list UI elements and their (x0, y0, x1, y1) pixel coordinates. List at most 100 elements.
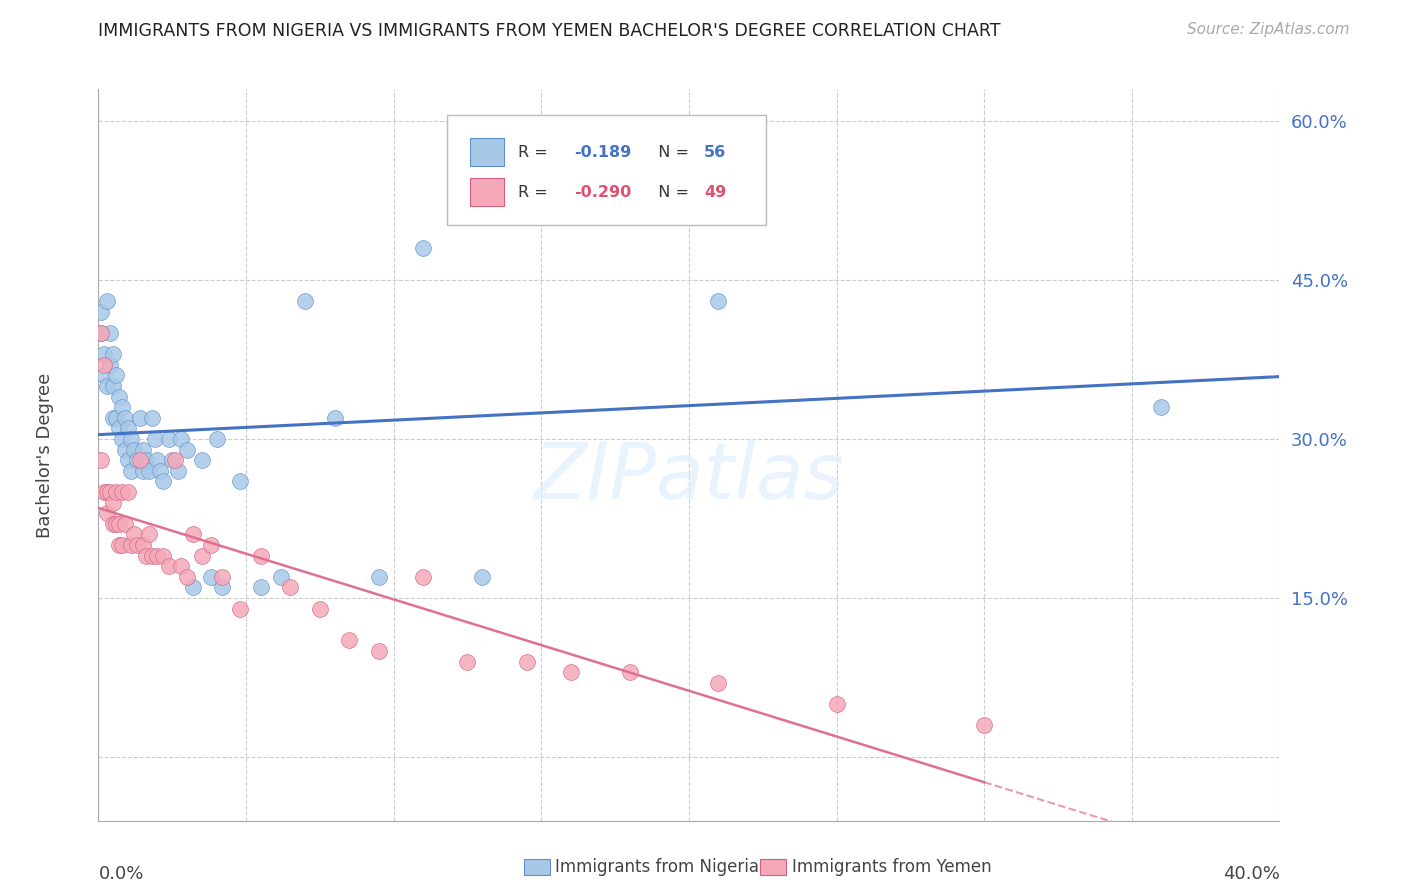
Text: N =: N = (648, 145, 693, 160)
Point (619, 665, 641, 680)
Point (93, 347, 115, 361)
Point (229, 601, 252, 615)
Point (412, 570, 434, 584)
Point (270, 570, 292, 584)
Point (117, 485, 139, 500)
Point (515, 655, 537, 669)
Point (120, 464, 142, 478)
FancyBboxPatch shape (447, 115, 766, 225)
Point (103, 495, 125, 509)
Point (105, 485, 128, 500)
Point (103, 347, 125, 361)
Point (98, 485, 121, 500)
Point (120, 538, 142, 552)
Text: -0.290: -0.290 (575, 185, 631, 200)
Point (176, 570, 198, 584)
Point (250, 581, 273, 595)
Point (191, 453, 214, 467)
Point (471, 570, 494, 584)
Point (1150, 401, 1173, 415)
Point (98, 358, 121, 372)
Point (114, 410, 136, 425)
Point (191, 549, 214, 563)
Point (108, 538, 131, 552)
Point (108, 390, 131, 404)
Text: 0.0%: 0.0% (98, 864, 143, 882)
Point (368, 644, 391, 658)
Point (108, 421, 131, 435)
Point (98, 326, 121, 340)
Point (141, 549, 163, 563)
Point (973, 718, 995, 732)
Point (93, 485, 115, 500)
Point (138, 527, 160, 541)
Point (323, 410, 346, 425)
Point (149, 464, 172, 478)
Point (114, 516, 136, 531)
Point (707, 676, 730, 690)
Point (117, 453, 139, 467)
Text: Immigrants from Nigeria: Immigrants from Nigeria (555, 858, 759, 877)
Point (141, 410, 163, 425)
Point (108, 516, 131, 531)
Point (96, 294, 118, 309)
Point (560, 665, 582, 680)
Bar (523, 859, 550, 876)
Point (122, 442, 145, 457)
Text: 49: 49 (704, 185, 727, 200)
Point (105, 516, 128, 531)
Text: R =: R = (517, 145, 553, 160)
Point (146, 549, 169, 563)
Point (114, 442, 136, 457)
Point (120, 432, 142, 446)
Point (560, 156, 582, 170)
Point (111, 538, 134, 552)
Point (128, 410, 150, 425)
Point (90, 305, 112, 319)
Point (135, 453, 157, 467)
Point (181, 581, 204, 595)
Point (368, 570, 391, 584)
Point (90, 453, 112, 467)
Point (825, 697, 848, 711)
Point (90, 326, 112, 340)
Point (294, 294, 316, 309)
Point (707, 294, 730, 309)
Point (143, 432, 166, 446)
Point (167, 464, 190, 478)
Point (200, 570, 222, 584)
Text: R =: R = (517, 185, 553, 200)
Point (157, 559, 180, 574)
Point (128, 453, 150, 467)
Point (456, 655, 478, 669)
Text: Immigrants from Yemen: Immigrants from Yemen (792, 858, 991, 877)
Text: IMMIGRANTS FROM NIGERIA VS IMMIGRANTS FROM YEMEN BACHELOR'S DEGREE CORRELATION C: IMMIGRANTS FROM NIGERIA VS IMMIGRANTS FR… (98, 22, 1001, 40)
Text: Source: ZipAtlas.com: Source: ZipAtlas.com (1187, 22, 1350, 37)
Point (93, 358, 115, 372)
Point (96, 379, 118, 393)
Point (152, 549, 174, 563)
Text: Bachelor's Degree: Bachelor's Degree (37, 372, 55, 538)
Point (309, 601, 332, 615)
Point (165, 453, 187, 467)
Point (339, 633, 360, 648)
Text: -0.189: -0.189 (575, 145, 631, 160)
Point (103, 516, 125, 531)
Point (211, 570, 233, 584)
Point (96, 485, 118, 500)
Point (132, 442, 155, 457)
Point (117, 421, 139, 435)
Bar (759, 859, 786, 876)
Point (93, 368, 115, 383)
Point (103, 379, 125, 393)
Text: 40.0%: 40.0% (1223, 864, 1279, 882)
Point (90, 326, 112, 340)
Point (181, 527, 204, 541)
Point (211, 581, 233, 595)
Point (125, 538, 148, 552)
Point (152, 475, 174, 489)
Point (157, 432, 180, 446)
Bar (471, 178, 503, 206)
Point (132, 538, 155, 552)
Point (138, 464, 160, 478)
